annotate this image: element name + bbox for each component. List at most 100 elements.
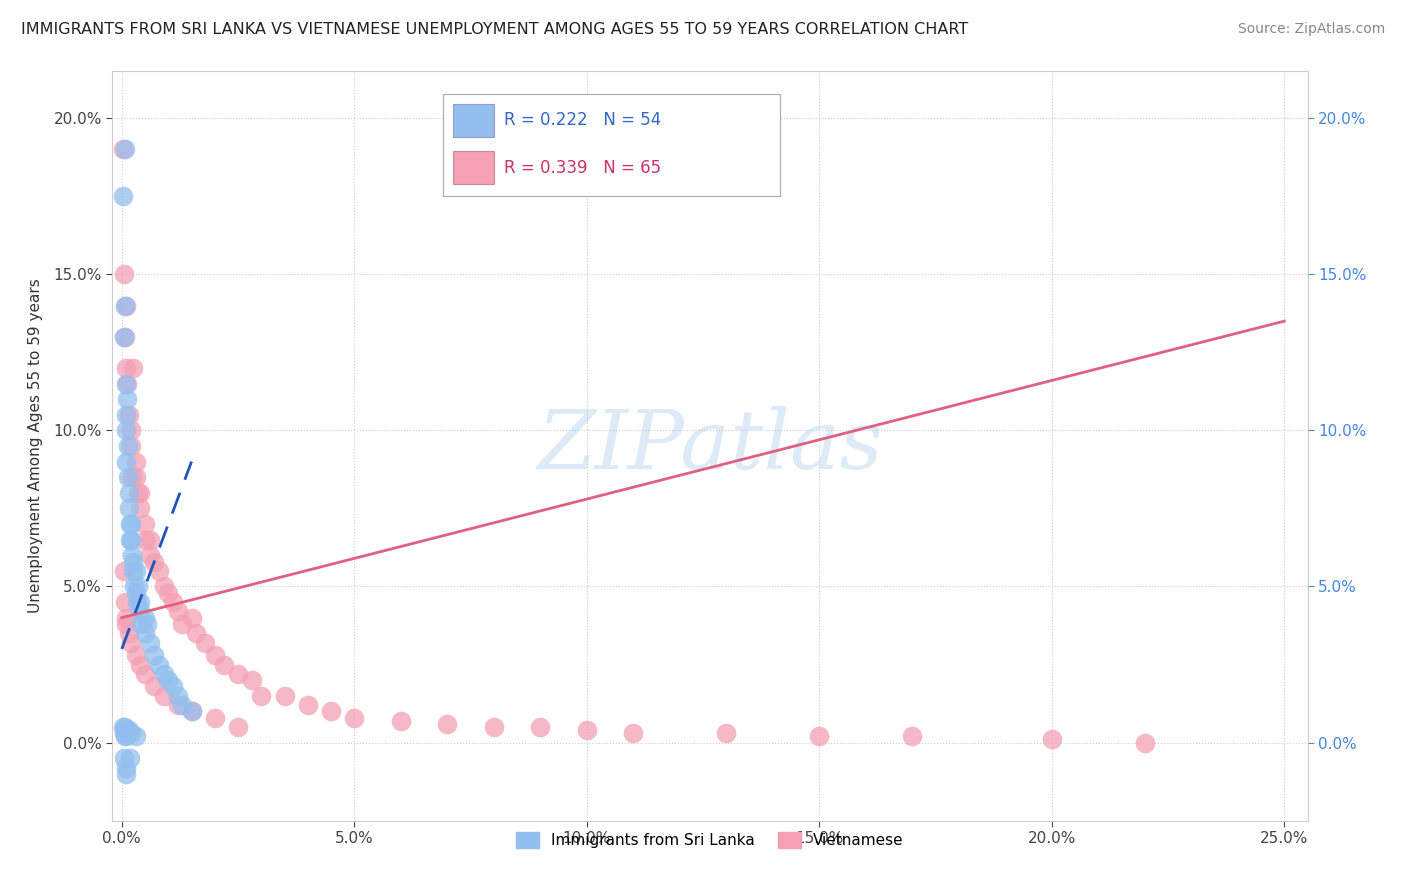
Point xyxy=(134,626,156,640)
Point xyxy=(121,548,143,563)
Point xyxy=(134,517,156,532)
Y-axis label: Unemployment Among Ages 55 to 59 years: Unemployment Among Ages 55 to 59 years xyxy=(28,278,42,614)
Point xyxy=(166,605,188,619)
Point xyxy=(127,580,149,594)
Point xyxy=(125,455,148,469)
Point xyxy=(117,439,139,453)
Point xyxy=(115,730,138,744)
Point xyxy=(120,635,142,649)
Point xyxy=(115,726,138,740)
Point xyxy=(112,564,135,578)
Point xyxy=(115,424,138,438)
Point xyxy=(138,548,160,563)
Point xyxy=(138,533,160,547)
Point xyxy=(148,657,170,672)
Point xyxy=(162,595,184,609)
Point xyxy=(115,408,138,422)
Point xyxy=(117,392,139,407)
Point xyxy=(134,611,156,625)
Point xyxy=(157,586,180,600)
Point xyxy=(152,689,174,703)
Point xyxy=(716,726,738,740)
Point xyxy=(129,657,152,672)
Point xyxy=(115,376,138,391)
Point xyxy=(529,720,551,734)
Point xyxy=(115,298,138,313)
Point xyxy=(226,667,249,681)
Point xyxy=(112,142,135,157)
Point xyxy=(125,470,148,484)
Point xyxy=(172,617,194,632)
Point xyxy=(112,720,135,734)
Point xyxy=(136,617,159,632)
Point xyxy=(112,723,135,737)
Point xyxy=(125,648,148,662)
Point xyxy=(125,595,148,609)
FancyBboxPatch shape xyxy=(453,151,494,184)
Point xyxy=(389,714,412,728)
Point xyxy=(575,723,598,737)
Point xyxy=(180,705,202,719)
Point xyxy=(129,605,152,619)
Text: R = 0.222   N = 54: R = 0.222 N = 54 xyxy=(503,112,661,129)
Point xyxy=(343,710,366,724)
Point xyxy=(114,611,136,625)
Point xyxy=(240,673,263,688)
Point xyxy=(166,689,188,703)
Point xyxy=(112,268,135,282)
Point xyxy=(125,586,148,600)
Text: Source: ZipAtlas.com: Source: ZipAtlas.com xyxy=(1237,22,1385,37)
Point xyxy=(114,730,136,744)
Point xyxy=(297,698,319,712)
Point xyxy=(118,408,141,422)
Point xyxy=(112,751,135,765)
Point xyxy=(194,635,217,649)
Point xyxy=(204,710,226,724)
Point xyxy=(120,517,142,532)
Point xyxy=(180,705,202,719)
Point xyxy=(122,580,145,594)
Point xyxy=(143,648,166,662)
Point xyxy=(226,720,249,734)
Point xyxy=(122,564,145,578)
Point xyxy=(134,533,156,547)
Point xyxy=(114,142,136,157)
Point xyxy=(120,726,142,740)
Point xyxy=(436,717,458,731)
Point xyxy=(157,673,180,688)
Point xyxy=(138,635,160,649)
Point xyxy=(115,617,138,632)
Point xyxy=(114,720,136,734)
Point xyxy=(120,439,142,453)
Point xyxy=(129,501,152,516)
Legend: Immigrants from Sri Lanka, Vietnamese: Immigrants from Sri Lanka, Vietnamese xyxy=(510,826,910,855)
Text: IMMIGRANTS FROM SRI LANKA VS VIETNAMESE UNEMPLOYMENT AMONG AGES 55 TO 59 YEARS C: IMMIGRANTS FROM SRI LANKA VS VIETNAMESE … xyxy=(21,22,969,37)
Point xyxy=(112,726,135,740)
Point xyxy=(273,689,295,703)
Point xyxy=(114,330,136,344)
Point xyxy=(122,361,145,376)
Point xyxy=(621,726,644,740)
Point xyxy=(118,517,141,532)
Text: R = 0.339   N = 65: R = 0.339 N = 65 xyxy=(503,159,661,177)
Point xyxy=(808,730,831,744)
Point xyxy=(125,730,148,744)
Point xyxy=(482,720,505,734)
Point xyxy=(118,501,141,516)
Point xyxy=(250,689,273,703)
Point xyxy=(127,485,149,500)
Point xyxy=(114,455,136,469)
Point xyxy=(125,564,148,578)
Point xyxy=(115,361,138,376)
Point xyxy=(131,617,153,632)
Point xyxy=(117,470,139,484)
Point xyxy=(121,470,143,484)
Point xyxy=(186,626,208,640)
Point xyxy=(122,554,145,569)
Point xyxy=(901,730,924,744)
Point xyxy=(172,698,194,712)
Point xyxy=(115,767,138,781)
Point xyxy=(129,485,152,500)
Point xyxy=(143,680,166,694)
Point xyxy=(143,554,166,569)
